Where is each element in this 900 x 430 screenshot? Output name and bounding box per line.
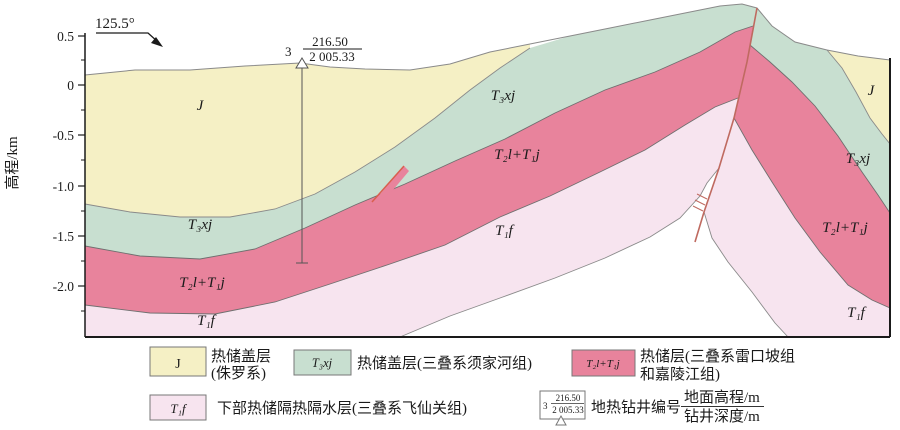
layer-jurassic-right <box>827 50 890 144</box>
contact-lines <box>84 3 891 338</box>
legend-well-symbol: 3 216.50 2 005.33 地热钻井编号 地面高程/m 钻井深度/m <box>539 389 764 426</box>
strata-right-block <box>704 8 890 337</box>
borehole-elevation: 216.50 <box>312 34 348 49</box>
legend-text-t2lt1j-line2: 和嘉陵江组) <box>640 366 720 383</box>
axes: 0.5 0 -0.5 -1.0 -1.5 -2.0 高程/km <box>4 29 891 338</box>
legend-well-box <box>539 390 586 420</box>
section-bearing-label: 125.5° <box>95 16 135 32</box>
y-axis-minor-ticks <box>81 59 85 312</box>
borehole-group: 3 216.50 2 005.33 <box>285 34 362 264</box>
contact-j-t3xj-right <box>826 49 891 145</box>
legend-text-t3xj: 热储盖层(三叠系须家河组) <box>357 355 532 372</box>
contact-t2lt1j-t1f-right <box>733 117 891 309</box>
main-thrust-fault <box>694 7 758 243</box>
svg-text:-1.0: -1.0 <box>53 179 75 194</box>
legend-swatch-j <box>149 346 207 377</box>
contact-t3xj-t2lt1j-left <box>84 25 754 260</box>
svg-text:-1.5: -1.5 <box>53 229 75 244</box>
legend-text-j-line1: 热储盖层 <box>211 348 271 365</box>
legend-well-elevation: 216.50 <box>556 393 581 403</box>
borehole-id: 3 <box>285 44 292 59</box>
layer-t3xj-right <box>750 8 890 213</box>
legend-well-id: 3 <box>543 401 548 411</box>
legend-code-t2lt1j: T₂l+T₁j <box>586 358 619 370</box>
label-t1f-right: T₁f <box>847 305 867 321</box>
svg-text:0.5: 0.5 <box>57 29 74 44</box>
label-t3xj-left: T₃xj <box>188 217 212 233</box>
contact-t3xj-t2lt1j-right <box>749 44 891 214</box>
label-j-right: J <box>868 83 876 99</box>
bearing-arrow-icon <box>96 32 159 43</box>
contact-j-t3xj-left <box>84 47 531 218</box>
legend-well-denominator: 钻井深度/m <box>684 408 760 425</box>
strata-labels: J T₃xj T₂l+T₁j T₁f T₃xj T₂l+T₁j T₁f J T₃… <box>179 83 875 329</box>
borehole-surface-triangle-icon <box>295 57 309 69</box>
y-axis-tick-labels: 0.5 0 -0.5 -1.0 -1.5 -2.0 <box>53 29 75 294</box>
legend-swatch-t2lt1j <box>571 349 636 377</box>
label-j-left: J <box>197 98 205 114</box>
legend-well-depth: 2 005.33 <box>552 405 584 415</box>
minor-fault-line <box>371 165 405 203</box>
borehole-line <box>296 68 308 264</box>
label-t2lt1j-left: T₂l+T₁j <box>179 275 225 291</box>
fault-tip-hatches <box>692 193 708 212</box>
legend-well-numerator: 地面高程/m <box>684 389 760 406</box>
legend-text-t2lt1j-line1: 热储层(三叠系雷口坡组 <box>640 348 795 365</box>
contact-t1f-base-left <box>399 167 720 338</box>
contact-t2lt1j-t1f-left <box>84 97 739 315</box>
legend-swatch-t1f <box>149 394 207 421</box>
layer-t2lt1j-right <box>734 45 890 308</box>
label-t2lt1j-right: T₂l+T₁j <box>822 220 868 236</box>
legend-code-t1f: T₁f <box>170 401 188 416</box>
layer-t2lt1j-left <box>85 26 753 314</box>
layer-jurassic-left <box>85 44 530 217</box>
y-axis-major-ticks <box>78 35 85 287</box>
layer-t3xj-left <box>85 4 757 259</box>
legend: J 热储盖层 (侏罗系) T₃xj 热储盖层(三叠系须家河组) T₂l+T₁j … <box>149 346 795 426</box>
label-t3xj-right: T₃xj <box>846 151 870 167</box>
svg-text:0: 0 <box>67 78 74 93</box>
legend-text-j-line2: (侏罗系) <box>211 365 266 382</box>
label-t2lt1j-mid: T₂l+T₁j <box>494 147 540 163</box>
section-bearing-group: 125.5° <box>95 16 163 47</box>
legend-well-label: 地热钻井编号 <box>591 399 681 416</box>
label-t1f-left: T₁f <box>197 313 217 329</box>
borehole-depth: 2 005.33 <box>309 49 355 64</box>
legend-code-j: J <box>175 357 181 372</box>
bearing-arrowhead-icon <box>151 37 163 47</box>
faults <box>371 7 758 243</box>
legend-code-t3xj: T₃xj <box>312 356 333 370</box>
legend-swatch-t3xj <box>293 349 352 376</box>
legend-well-triangle-icon <box>555 414 567 426</box>
minor-fault-sliver <box>376 166 409 199</box>
label-t3xj-mid: T₃xj <box>491 88 515 104</box>
legend-text-t1f: 下部热储隔热隔水层(三叠系飞仙关组) <box>217 400 467 417</box>
contact-t1f-base-right <box>703 211 789 338</box>
label-t1f-mid: T₁f <box>495 223 515 239</box>
svg-text:-0.5: -0.5 <box>53 128 75 143</box>
layer-t1f-right <box>704 118 890 337</box>
svg-text:-2.0: -2.0 <box>53 279 75 294</box>
y-axis-title: 高程/km <box>4 136 21 190</box>
surface-topography-line <box>84 3 891 76</box>
